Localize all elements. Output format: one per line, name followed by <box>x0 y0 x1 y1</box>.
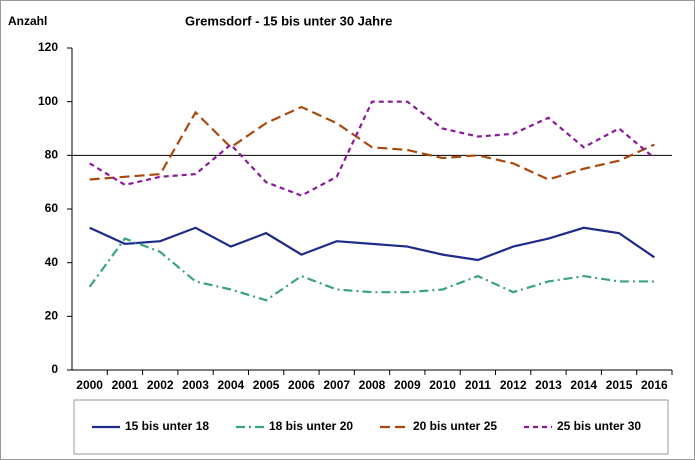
y-tick-label: 0 <box>51 362 58 376</box>
chart-title: Gremsdorf - 15 bis unter 30 Jahre <box>185 13 392 28</box>
x-tick-label: 2000 <box>76 378 103 392</box>
y-axis-label: Anzahl <box>8 14 47 28</box>
x-tick-label: 2006 <box>288 378 315 392</box>
y-tick-label: 100 <box>38 94 58 108</box>
legend-label: 18 bis unter 20 <box>269 419 353 433</box>
x-tick-label: 2016 <box>641 378 668 392</box>
legend-box <box>73 399 669 455</box>
x-tick-label: 2005 <box>253 378 280 392</box>
x-tick-label: 2011 <box>465 378 491 392</box>
y-tick-label: 60 <box>45 201 59 215</box>
legend-label: 15 bis unter 18 <box>125 419 209 433</box>
legend-label: 20 bis unter 25 <box>413 419 497 433</box>
x-tick-label: 2012 <box>500 378 527 392</box>
x-tick-label: 2002 <box>147 378 174 392</box>
legend-label: 25 bis unter 30 <box>557 419 641 433</box>
y-tick-label: 20 <box>45 309 59 323</box>
series-line <box>89 100 656 197</box>
x-tick-label: 2001 <box>112 378 139 392</box>
x-tick-label: 2013 <box>535 378 562 392</box>
x-tick-label: 2014 <box>570 378 597 392</box>
series-line <box>89 105 655 181</box>
x-tick-label: 2008 <box>359 378 386 392</box>
series-line <box>88 237 655 302</box>
x-tick-label: 2007 <box>323 378 350 392</box>
y-tick-label: 40 <box>45 255 59 269</box>
y-tick-label: 120 <box>38 40 58 54</box>
x-tick-label: 2004 <box>217 378 244 392</box>
x-tick-label: 2015 <box>606 378 633 392</box>
series-line <box>89 226 655 262</box>
y-tick-label: 80 <box>45 148 59 162</box>
x-tick-label: 2010 <box>429 378 456 392</box>
x-tick-label: 2003 <box>182 378 209 392</box>
x-tick-label: 2009 <box>394 378 421 392</box>
